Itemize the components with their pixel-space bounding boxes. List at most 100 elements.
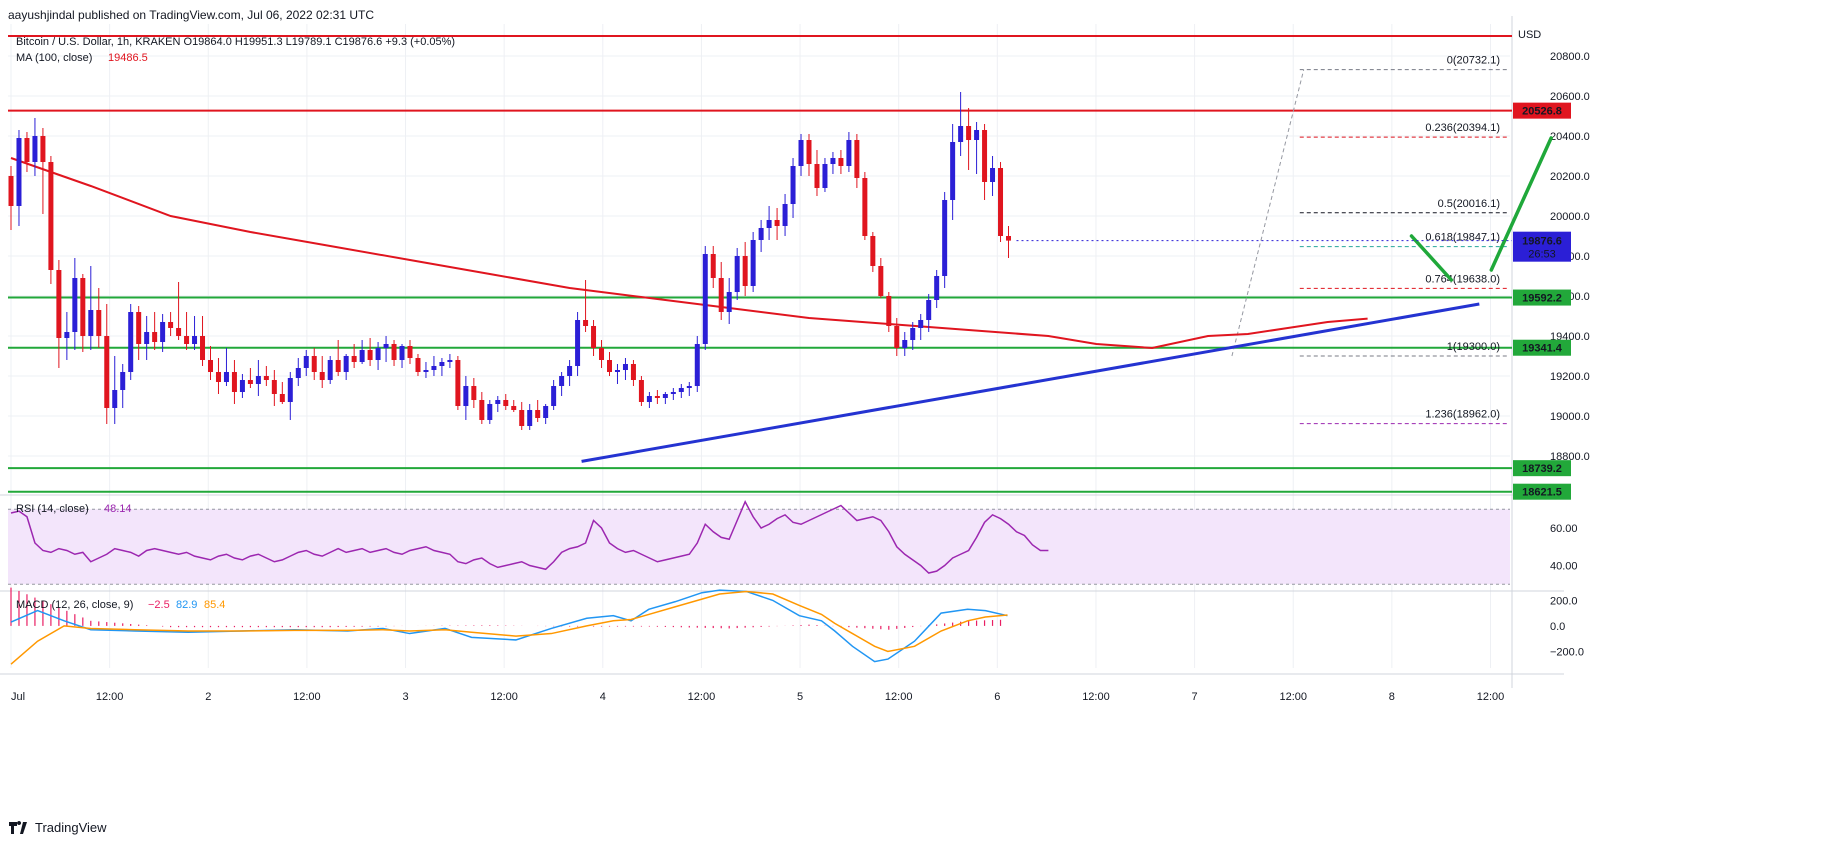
candle-body: [519, 410, 525, 426]
symbol-legend: Bitcoin / U.S. Dollar, 1h, KRAKEN O19864…: [16, 36, 455, 48]
candle-body: [56, 270, 62, 338]
candle-body: [192, 336, 198, 344]
macd-tick-label: 200.0: [1550, 595, 1578, 607]
candle-body: [622, 364, 628, 370]
candle-body: [567, 366, 573, 376]
candle-body: [686, 386, 692, 388]
time-tick-label: 12:00: [1082, 691, 1110, 703]
candle-body: [958, 126, 964, 142]
tradingview-brand: TradingView: [35, 820, 107, 835]
rsi-tick-label: 60.00: [1550, 523, 1578, 535]
price-tick-label: 18800.0: [1550, 451, 1590, 463]
candle-body: [694, 344, 700, 386]
currency-label: USD: [1518, 29, 1541, 41]
candle-body: [543, 406, 549, 418]
time-tick-label: 3: [402, 691, 408, 703]
candle-body: [990, 168, 996, 182]
candle-body: [343, 356, 349, 372]
candle-body: [367, 350, 373, 360]
price-tick-label: 20600.0: [1550, 91, 1590, 103]
candle-body: [431, 366, 437, 370]
price-tick-label: 19200.0: [1550, 371, 1590, 383]
candle-body: [311, 356, 317, 372]
candle-body: [160, 322, 166, 342]
current-price-tag: [1513, 231, 1571, 262]
candle-body: [351, 356, 357, 362]
candle-body: [8, 176, 14, 206]
candle-body: [359, 350, 365, 362]
candle-body: [527, 410, 533, 426]
candle-body: [215, 372, 221, 382]
candle-body: [64, 332, 70, 338]
candle-body: [934, 276, 940, 300]
candle-body: [447, 360, 453, 362]
candle-body: [926, 300, 932, 320]
candle-body: [670, 392, 676, 394]
candle-body: [152, 332, 158, 342]
level-tag-label: 19592.2: [1522, 293, 1562, 305]
price-tick-label: 20000.0: [1550, 211, 1590, 223]
candle-body: [239, 380, 245, 392]
macd-legend-label: MACD (12, 26, close, 9): [16, 599, 133, 611]
candle-body: [231, 372, 237, 392]
fib-level-label: 0.764(19638.0): [1425, 273, 1500, 285]
tradingview-logo-icon: [9, 820, 27, 834]
candle-body: [511, 406, 517, 410]
candle-body: [662, 394, 668, 398]
candle-body: [591, 326, 597, 348]
fib-level-label: 0.5(20016.1): [1438, 198, 1500, 210]
candle-body: [806, 140, 812, 164]
level-tag-support: [1513, 460, 1571, 477]
candle-body: [335, 360, 341, 372]
candle-body: [966, 126, 972, 140]
level-tag-label: 19341.4: [1522, 343, 1563, 355]
candle-body: [319, 372, 325, 380]
candle-body: [223, 372, 229, 382]
candle-body: [798, 140, 804, 166]
fib-level-label: 0.618(19847.1): [1425, 232, 1500, 244]
price-tick-label: 20400.0: [1550, 131, 1590, 143]
candle-body: [1006, 236, 1011, 241]
candle-body: [918, 320, 924, 328]
candle-body: [607, 360, 612, 372]
candle-body: [271, 380, 277, 394]
candle-body: [726, 292, 732, 312]
level-tag-support: [1513, 483, 1571, 500]
candle-body: [407, 346, 413, 358]
candle-body: [630, 364, 636, 380]
candle-body: [40, 136, 46, 162]
publisher-caption: aayushjindal published on TradingView.co…: [8, 8, 374, 22]
candle-body: [758, 228, 764, 240]
candle-body: [144, 332, 150, 344]
time-tick-label: 12:00: [1279, 691, 1307, 703]
level-tag-label: 18739.2: [1522, 463, 1562, 475]
macd-tick-label: 0.0: [1550, 621, 1565, 633]
trendline-support: [581, 302, 1480, 463]
candle-body: [88, 310, 94, 336]
candle-body: [742, 256, 748, 286]
candle-body: [120, 372, 126, 390]
candle-body: [654, 396, 660, 398]
candle-body: [255, 376, 261, 384]
candle-body: [822, 164, 828, 188]
candle-body: [295, 368, 301, 378]
candle-body: [487, 404, 493, 420]
time-tick-label: Jul: [11, 691, 25, 703]
rsi-tick-label: 40.00: [1550, 561, 1578, 573]
candle-body: [80, 278, 86, 336]
candle-body: [176, 328, 182, 336]
candle-body: [535, 410, 541, 418]
level-tag-support: [1513, 339, 1571, 356]
candle-body: [718, 278, 724, 312]
macd-signal-line: [10, 590, 1008, 665]
ma-legend-value: 19486.5: [108, 52, 148, 64]
candle-body: [998, 168, 1004, 236]
ma100-line: [10, 157, 1368, 350]
current-price-countdown: 26:53: [1528, 249, 1556, 261]
time-tick-label: 12:00: [96, 691, 124, 703]
candle-body: [104, 336, 110, 408]
candle-body: [782, 204, 788, 226]
candle-body: [646, 396, 652, 402]
candle-body: [72, 278, 78, 332]
